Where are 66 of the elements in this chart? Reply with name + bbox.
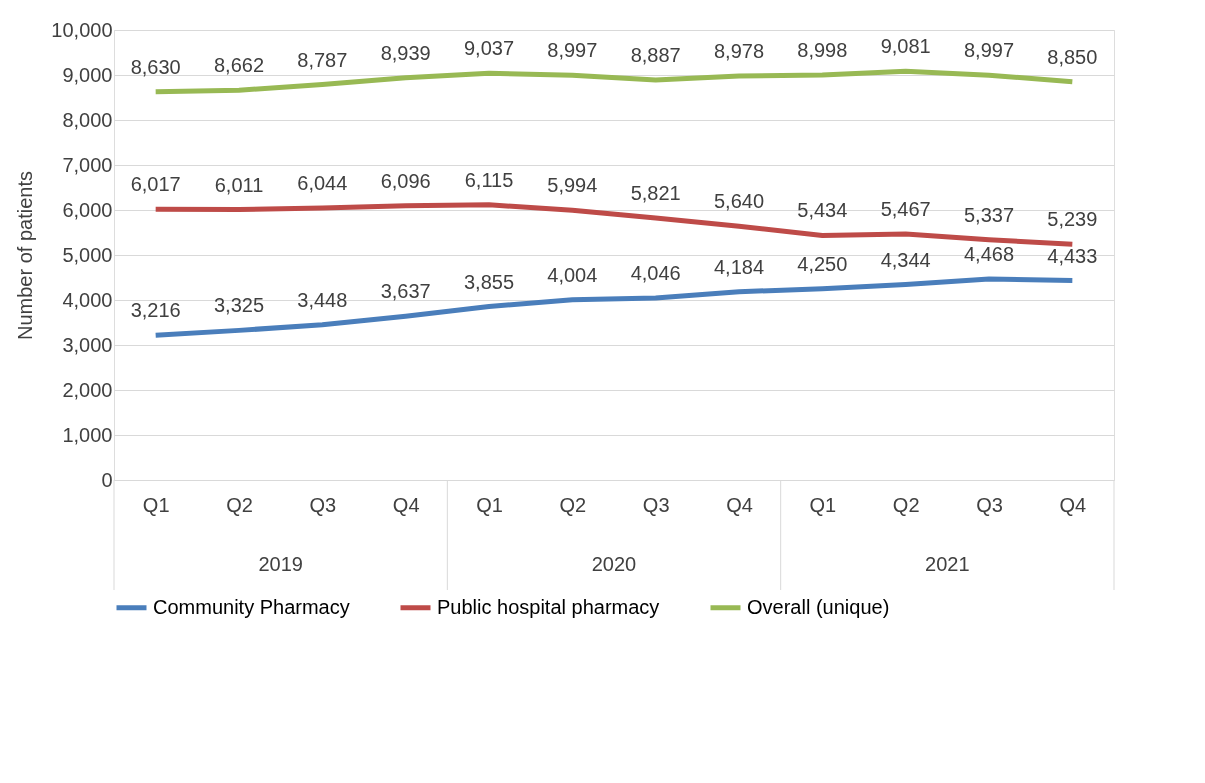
y-tick-label: 3,000 — [62, 333, 113, 356]
data-label: 4,184 — [713, 255, 765, 278]
data-label: 4,250 — [797, 252, 848, 275]
data-label: 8,887 — [630, 44, 681, 67]
data-label: 8,997 — [547, 39, 598, 62]
data-label: 9,081 — [880, 35, 931, 58]
y-tick-label: 2,000 — [62, 378, 113, 401]
x-tick-label: Q4 — [1059, 493, 1087, 516]
data-label: 5,434 — [797, 199, 848, 222]
data-label: 4,468 — [963, 242, 1015, 265]
data-label: 6,096 — [380, 169, 431, 192]
text: 2019 — [258, 553, 303, 575]
data-label: 6,011 — [214, 173, 264, 196]
legend-label: Overall (unique) — [747, 595, 890, 618]
text: 2020 — [591, 553, 637, 575]
data-label: 4,344 — [880, 248, 931, 271]
y-tick-label: 8,000 — [62, 108, 113, 131]
data-label: 5,239 — [1047, 208, 1098, 231]
data-label: 3,637 — [380, 280, 431, 303]
data-label: 6,044 — [297, 172, 348, 195]
x-tick-label: Q2 — [559, 493, 587, 516]
y-tick-label: 6,000 — [62, 198, 113, 221]
data-label: 5,821 — [630, 182, 681, 205]
data-label: 3,325 — [213, 294, 265, 317]
y-tick-label: 7,000 — [62, 153, 113, 176]
text: 2021 — [925, 553, 970, 575]
x-tick-label: Q3 — [309, 493, 337, 516]
y-axis-title: Number of patients — [14, 171, 37, 340]
data-label: 5,337 — [963, 203, 1015, 226]
data-label: 9,037 — [463, 37, 515, 60]
data-label: 6,017 — [130, 173, 181, 196]
data-label: 3,448 — [297, 288, 348, 311]
data-label: 8,939 — [380, 41, 431, 64]
y-tick-label: 5,000 — [62, 243, 113, 266]
data-label: 8,630 — [130, 55, 181, 78]
data-label: 4,433 — [1047, 244, 1098, 267]
data-label: 8,997 — [963, 39, 1015, 62]
x-tick-label: Q4 — [726, 493, 753, 516]
data-label: 8,998 — [797, 39, 848, 62]
y-tick-label: 1,000 — [62, 423, 113, 446]
y-tick-label: 4,000 — [62, 288, 113, 311]
data-label: 8,662 — [213, 54, 265, 77]
data-label: 5,640 — [713, 190, 765, 213]
data-label: 8,787 — [297, 48, 348, 71]
y-tick-label: 10,000 — [51, 18, 113, 41]
y-tick-label: 9,000 — [62, 63, 113, 86]
x-tick-label: Q2 — [892, 493, 920, 516]
x-tick-label: Q3 — [642, 493, 670, 516]
data-label: 3,216 — [130, 299, 181, 322]
data-label: 4,046 — [630, 261, 681, 284]
x-tick-label: Q4 — [392, 493, 420, 516]
x-tick-label: Q1 — [142, 493, 170, 516]
x-tick-label: Q3 — [976, 493, 1003, 516]
x-tick-label: Q1 — [476, 493, 503, 516]
data-label: 3,855 — [463, 270, 515, 293]
data-label: 6,115 — [464, 168, 514, 191]
data-label: 8,978 — [713, 39, 765, 62]
data-label: 5,467 — [880, 197, 931, 220]
x-tick-label: Q1 — [809, 493, 837, 516]
data-label: 5,994 — [547, 174, 598, 197]
data-label: 4,004 — [547, 263, 598, 286]
y-tick-label: 0 — [101, 468, 113, 491]
legend-label: Community Pharmacy — [153, 595, 350, 618]
x-tick-label: Q2 — [226, 493, 253, 516]
legend-label: Public hospital pharmacy — [437, 595, 660, 618]
data-label: 8,850 — [1047, 45, 1098, 68]
